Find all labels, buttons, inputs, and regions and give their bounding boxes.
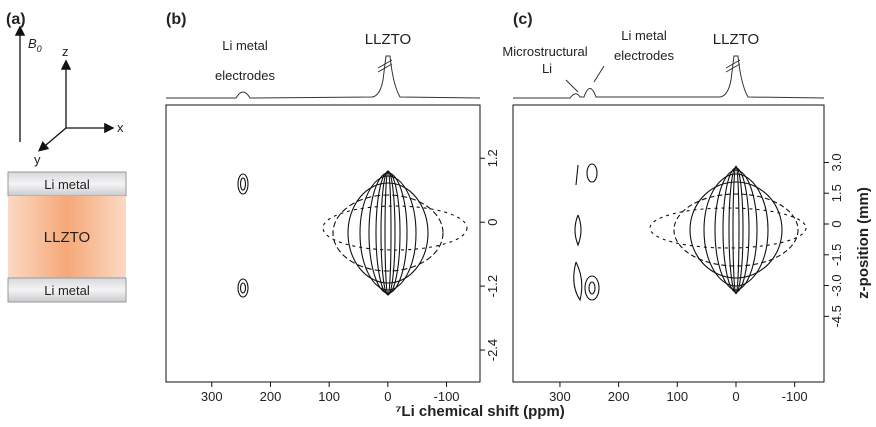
- peak-label: Li: [542, 61, 552, 76]
- y-tick-label: 0: [485, 219, 500, 226]
- x-tick-label: 0: [732, 389, 739, 404]
- plot-frame: [165, 104, 481, 383]
- y-tick-label: 0: [829, 220, 844, 227]
- peak-label: LLZTO: [365, 31, 411, 48]
- plot-frame: [512, 104, 825, 383]
- layer: [8, 196, 126, 278]
- layer: [7, 277, 127, 303]
- layer-label: LLZTO: [44, 229, 90, 246]
- layer-label: Li metal: [44, 283, 90, 298]
- peak-label: Li metal: [621, 28, 667, 43]
- x-axis-label: ⁷Li chemical shift (ppm): [395, 403, 565, 420]
- peak-label: Li metal: [222, 38, 268, 53]
- y-tick-label: -4.5: [829, 305, 844, 327]
- peak-label: Microstructural: [502, 44, 587, 59]
- layer-label: Li metal: [44, 177, 90, 192]
- axis-glyph-label: x: [117, 120, 124, 135]
- axis-glyph-label: z: [62, 44, 69, 59]
- y-axis-label: z-position (mm): [855, 187, 872, 299]
- field-label: B0: [28, 36, 42, 54]
- contours: [573, 163, 807, 302]
- peak-label: LLZTO: [713, 31, 759, 48]
- y-tick-label: -1.2: [485, 275, 500, 297]
- peak-label: electrodes: [215, 68, 275, 83]
- x-tick-label: 200: [260, 389, 282, 404]
- x-tick-label: -100: [782, 389, 808, 404]
- break-mark: [377, 59, 393, 73]
- break-mark: [725, 59, 741, 73]
- field-symbol: B: [28, 36, 37, 51]
- layer: [7, 171, 127, 197]
- axes-glyph: [38, 59, 115, 152]
- field-subscript: 0: [37, 44, 42, 54]
- x-tick-label: -100: [434, 389, 460, 404]
- y-tick-label: 1.2: [485, 149, 500, 167]
- axis-glyph-label: y: [34, 152, 41, 167]
- pointer: [565, 65, 605, 93]
- y-tick-label: -2.4: [485, 339, 500, 361]
- spectrum: [166, 55, 481, 99]
- y-tick-label: 3.0: [829, 153, 844, 171]
- x-tick-label: 100: [666, 389, 688, 404]
- peak-label: electrodes: [614, 48, 674, 63]
- spectrum: [513, 55, 825, 99]
- panel-label: (c): [513, 11, 533, 28]
- y-tick-label: -3.0: [829, 274, 844, 296]
- contours: [237, 170, 468, 298]
- panel-label: (a): [6, 11, 26, 28]
- x-tick-label: 0: [384, 389, 391, 404]
- y-tick-label: 1.5: [829, 184, 844, 202]
- x-tick-label: 100: [318, 389, 340, 404]
- x-tick-label: 200: [608, 389, 630, 404]
- y-tick-label: -1.5: [829, 244, 844, 266]
- x-tick-label: 300: [549, 389, 571, 404]
- x-tick-label: 300: [201, 389, 223, 404]
- panel-label: (b): [166, 11, 186, 28]
